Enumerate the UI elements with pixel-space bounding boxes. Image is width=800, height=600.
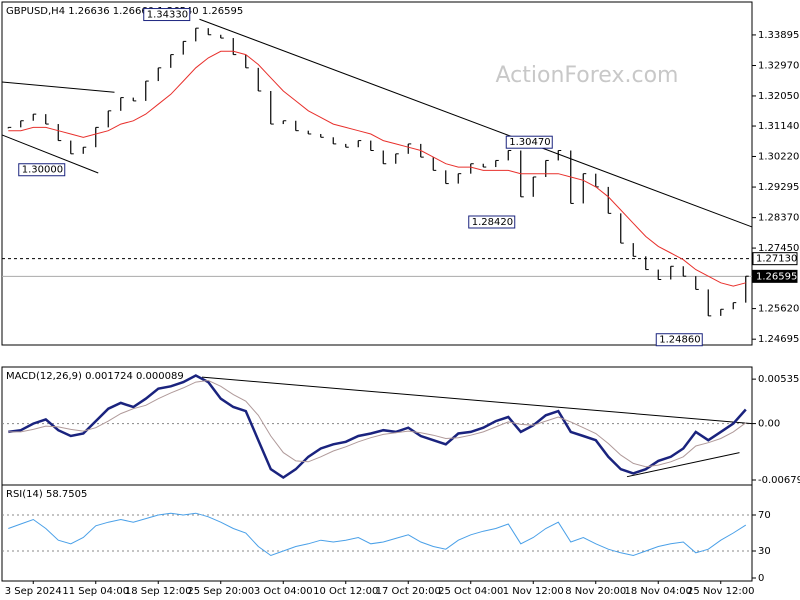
annotation-box — [143, 8, 191, 22]
x-tick-label: 3 Sep 2024 — [5, 586, 62, 597]
y-tick-label: 1.29295 — [758, 182, 799, 193]
x-tick-label: 10 Oct 12:00 — [313, 586, 378, 597]
x-tick-label: 25 Sep 20:00 — [187, 586, 254, 597]
annotation-box — [18, 163, 66, 177]
price-level-label: 1.27130 — [756, 254, 797, 265]
y-tick-label: 1.25620 — [758, 304, 799, 315]
y-tick-label: 0 — [758, 573, 764, 584]
x-tick-label: 8 Nov 20:00 — [565, 586, 626, 597]
y-tick-label: 1.24695 — [758, 334, 799, 345]
series-line — [8, 50, 746, 287]
watermark: ActionForex.com — [496, 63, 679, 88]
price-level-box — [752, 252, 798, 266]
x-tick-label: 17 Oct 20:00 — [376, 586, 441, 597]
y-tick-label: 1.31140 — [758, 121, 799, 132]
panel-frame — [1, 484, 753, 582]
x-tick-label: 3 Oct 04:00 — [254, 586, 313, 597]
trendline — [626, 452, 740, 478]
annotation-label: 1.28420 — [472, 217, 513, 228]
series-line — [8, 379, 747, 468]
annotation-box — [468, 215, 516, 229]
y-tick-label: 0.00 — [758, 419, 780, 430]
x-tick-label: 11 Sep 04:00 — [62, 586, 129, 597]
y-tick-label: 30 — [758, 546, 771, 557]
y-tick-label: -0.006798 — [758, 475, 800, 486]
annotation-label: 1.34330 — [147, 10, 188, 21]
trendline — [201, 376, 753, 425]
annotation-box — [655, 333, 703, 347]
x-tick-label: 25 Oct 04:00 — [438, 586, 503, 597]
y-tick-label: 1.28370 — [758, 213, 799, 224]
series-line — [8, 512, 747, 557]
panel-frame — [1, 1, 753, 346]
x-tick-label: 18 Sep 12:00 — [125, 586, 192, 597]
x-tick-label: 18 Nov 04:00 — [625, 586, 692, 597]
annotation-label: 1.24860 — [659, 335, 700, 346]
annotation-label: 1.30000 — [22, 165, 63, 176]
trendline — [1, 81, 115, 93]
panel-title: GBPUSD,H4 1.26636 1.26660 1.26540 1.2659… — [6, 6, 243, 17]
series-line — [8, 374, 747, 480]
y-tick-label: 0.005359 — [758, 374, 800, 385]
panel-title: MACD(12,26,9) 0.001724 0.000089 — [6, 371, 184, 382]
y-tick-label: 1.30220 — [758, 151, 799, 162]
y-tick-label: 1.27450 — [758, 243, 799, 254]
y-tick-label: 1.32050 — [758, 91, 799, 102]
y-tick-label: 1.32970 — [758, 61, 799, 72]
trendline — [199, 18, 753, 228]
price-level-label: 1.26595 — [756, 271, 797, 282]
x-tick-label: 1 Nov 12:00 — [503, 586, 564, 597]
annotation-box — [505, 135, 553, 149]
y-tick-label: 70 — [758, 510, 771, 521]
trendline — [1, 134, 99, 174]
y-tick-label: 1.33895 — [758, 30, 799, 41]
panel-title: RSI(14) 58.7505 — [6, 489, 87, 500]
price-level-box — [752, 269, 798, 283]
x-tick-label: 25 Nov 12:00 — [687, 586, 754, 597]
annotation-label: 1.30470 — [509, 137, 550, 148]
